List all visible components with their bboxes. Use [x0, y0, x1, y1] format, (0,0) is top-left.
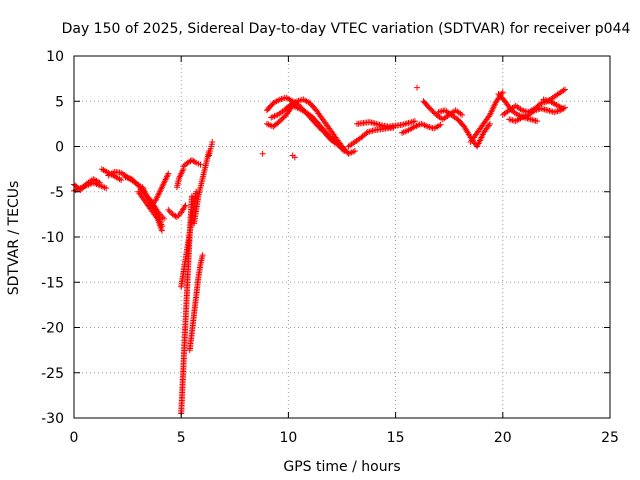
data-points	[71, 84, 568, 417]
data-point-interp	[280, 114, 287, 121]
data-point	[561, 86, 568, 93]
x-tick-label: 20	[494, 430, 512, 446]
plot-frame	[73, 55, 611, 419]
data-point-interp	[130, 177, 137, 184]
data-point	[158, 227, 165, 234]
y-tick-label: 5	[55, 94, 64, 110]
data-point-interp	[175, 212, 182, 219]
data-point	[182, 202, 189, 209]
data-point	[128, 176, 135, 183]
data-point	[96, 179, 103, 186]
data-point-interp	[131, 178, 138, 185]
data-point-interp	[81, 183, 88, 190]
data-point-interp	[278, 116, 285, 123]
data-point	[486, 120, 493, 127]
data-point-interp	[429, 108, 436, 115]
y-tick-label: -15	[41, 275, 64, 291]
data-point	[188, 193, 195, 200]
x-tick-label: 0	[70, 430, 79, 446]
data-point	[459, 111, 466, 118]
data-point	[499, 89, 506, 96]
data-point	[103, 185, 110, 192]
data-point	[411, 118, 418, 125]
data-point	[199, 252, 206, 259]
data-point	[426, 105, 433, 112]
data-point-interp	[132, 179, 139, 186]
data-point-interp	[279, 115, 286, 122]
data-point-interp	[172, 213, 179, 220]
data-point-interp	[181, 203, 188, 210]
x-axis-label: GPS time / hours	[283, 459, 400, 475]
y-axis-label: SDTVAR / TECUs	[6, 181, 22, 296]
data-point-interp	[166, 208, 173, 215]
y-tick-label: -30	[41, 411, 64, 427]
data-point	[118, 176, 125, 183]
y-tick-label: 0	[55, 140, 64, 156]
data-point	[165, 170, 172, 177]
data-point-interp	[560, 87, 567, 94]
y-tick-label: 10	[46, 49, 64, 65]
data-point	[534, 118, 541, 125]
x-tick-label: 5	[177, 430, 186, 446]
data-point	[193, 188, 200, 195]
data-point-interp	[428, 106, 435, 113]
x-tick-label: 25	[601, 430, 619, 446]
x-tick-label: 15	[387, 430, 405, 446]
x-tick-label: 10	[279, 430, 297, 446]
data-point-interp	[191, 158, 198, 165]
chart-title: Day 150 of 2025, Sidereal Day-to-day VTE…	[62, 21, 631, 37]
data-point	[161, 215, 168, 222]
y-tick-label: -5	[50, 185, 64, 201]
data-point	[165, 206, 172, 213]
y-tick-label: -25	[41, 366, 64, 382]
axes: 0 5 10 15 20 25 -30 -25 -20 -15 -10 -5 0 5 10	[41, 49, 619, 446]
y-tick-label: -10	[41, 230, 64, 246]
data-point	[351, 148, 358, 155]
data-point	[437, 121, 444, 128]
data-point-interp	[80, 184, 87, 191]
data-point	[276, 118, 283, 125]
data-point-interp	[78, 185, 85, 192]
y-tick-label: -20	[41, 321, 64, 337]
data-point	[414, 84, 421, 91]
data-point	[291, 154, 298, 161]
data-point	[559, 105, 566, 112]
data-point	[197, 161, 204, 168]
data-point	[259, 150, 266, 157]
data-point	[209, 138, 216, 145]
data-point	[77, 186, 84, 193]
